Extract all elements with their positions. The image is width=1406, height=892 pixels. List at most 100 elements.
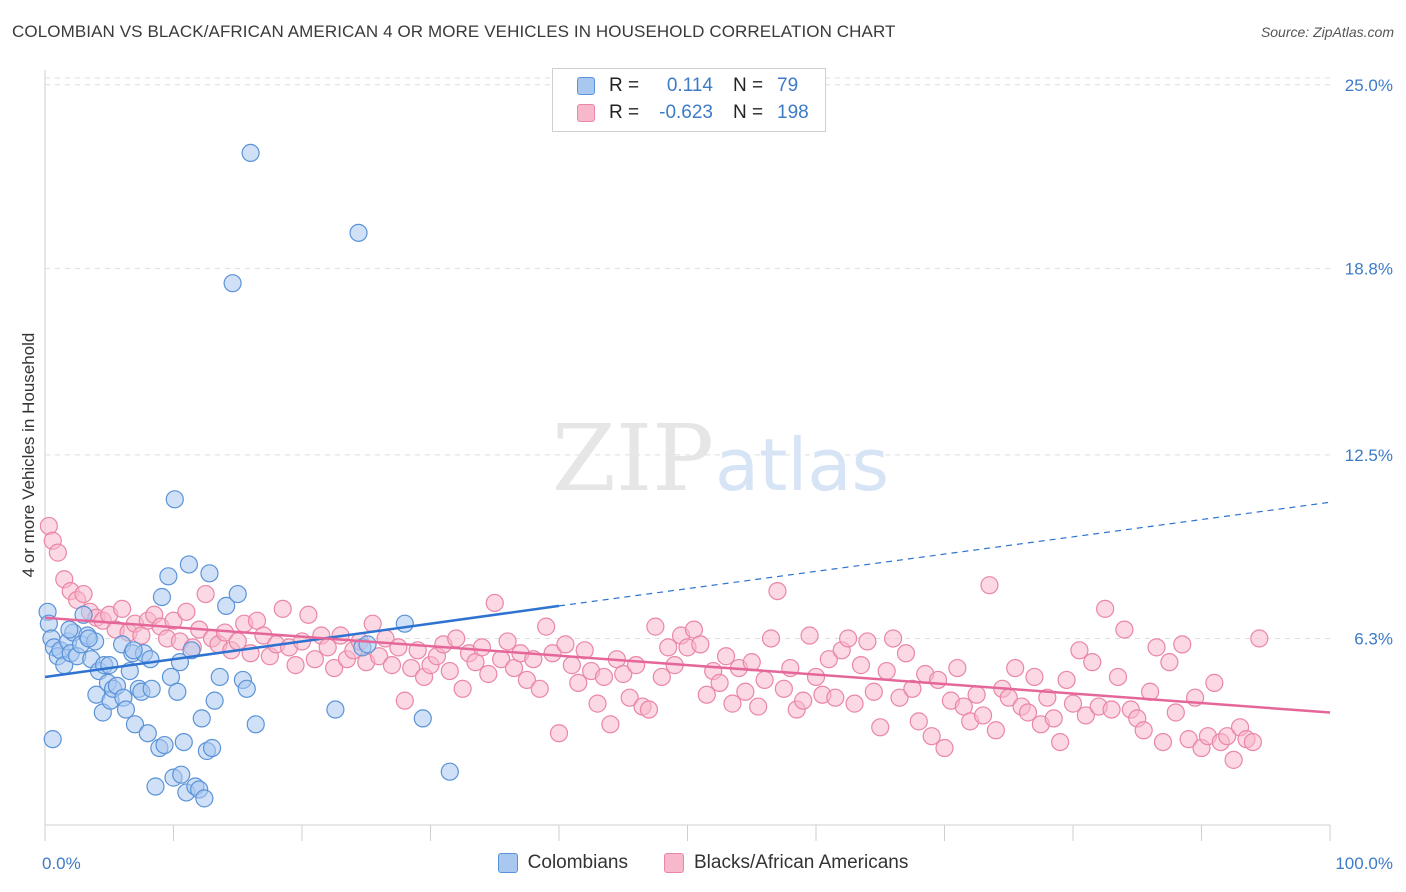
point-blacks — [768, 581, 787, 601]
point-colombians — [116, 700, 136, 719]
point-colombians — [223, 274, 242, 293]
watermark-zip: ZIP — [552, 405, 714, 512]
point-blacks — [1108, 667, 1128, 687]
y-tick-label: 25.0% — [1345, 76, 1393, 95]
point-colombians — [79, 629, 98, 648]
point-blacks — [1083, 653, 1102, 672]
point-blacks — [299, 605, 318, 624]
point-colombians — [170, 653, 190, 672]
point-blacks — [948, 658, 967, 678]
legend-label-colombians: Colombians — [527, 852, 628, 873]
point-colombians — [172, 765, 191, 784]
point-blacks — [562, 656, 581, 675]
point-colombians — [395, 614, 414, 633]
point-blacks — [909, 712, 928, 731]
point-colombians — [205, 691, 224, 710]
y-tick-label: 18.8% — [1345, 259, 1393, 278]
point-blacks — [973, 706, 993, 725]
point-blacks — [774, 679, 793, 698]
chart-title: COLOMBIAN VS BLACK/AFRICAN AMERICAN 4 OR… — [12, 22, 896, 41]
point-blacks — [74, 584, 93, 604]
point-blacks — [549, 724, 569, 743]
point-colombians — [200, 564, 219, 583]
point-blacks — [1250, 629, 1269, 648]
y-axis-label: 4 or more Vehicles in Household — [19, 333, 38, 578]
watermark: ZIP atlas — [552, 405, 889, 512]
point-blacks — [710, 673, 729, 692]
point-blacks — [819, 650, 838, 669]
x-tick-label: 0.0% — [42, 854, 81, 873]
point-blacks — [935, 738, 954, 758]
point-colombians — [195, 789, 214, 808]
point-blacks — [864, 682, 883, 701]
point-blacks — [1173, 635, 1192, 654]
point-blacks — [472, 638, 491, 657]
point-colombians — [43, 730, 62, 749]
point-blacks — [794, 691, 813, 710]
point-blacks — [479, 664, 498, 684]
point-blacks — [196, 584, 215, 604]
point-blacks — [1063, 694, 1083, 713]
x-tick-labels: 0.0% 100.0% — [42, 854, 1393, 873]
point-blacks — [1006, 658, 1025, 678]
point-blacks — [986, 721, 1006, 740]
series-legend: Colombians Blacks/African Americans — [0, 852, 1406, 874]
legend-n-value: 198 — [777, 102, 809, 123]
point-blacks — [1025, 667, 1044, 687]
point-blacks — [1218, 727, 1237, 746]
point-blacks — [395, 691, 414, 710]
trend-line-colombians-extrapolated — [558, 501, 1331, 607]
point-blacks — [877, 661, 896, 681]
point-blacks — [851, 656, 871, 675]
point-blacks — [1038, 688, 1057, 707]
legend-item-blacks[interactable]: Blacks/African Americans — [663, 852, 908, 874]
point-blacks — [1076, 706, 1095, 725]
legend-row-blacks: R = -0.623 N = 198 — [577, 102, 809, 124]
point-colombians — [142, 679, 161, 698]
legend-r-value: 0.114 — [666, 75, 713, 96]
point-blacks — [1147, 638, 1166, 657]
point-blacks — [826, 688, 845, 707]
point-blacks — [1134, 721, 1153, 740]
point-blacks — [639, 700, 659, 719]
point-blacks — [112, 599, 132, 618]
point-blacks — [517, 670, 536, 690]
point-colombians — [210, 667, 229, 687]
legend-swatch-blacks — [577, 104, 595, 122]
point-blacks — [755, 670, 774, 690]
point-blacks — [1224, 750, 1243, 769]
point-blacks — [594, 667, 614, 687]
point-blacks — [382, 656, 402, 675]
point-colombians — [440, 762, 459, 781]
point-colombians — [349, 223, 368, 242]
point-blacks — [922, 727, 941, 746]
point-colombians — [124, 641, 143, 660]
point-colombians — [192, 709, 211, 728]
legend-item-colombians[interactable]: Colombians — [497, 852, 628, 874]
point-blacks — [1018, 703, 1038, 722]
point-blacks — [1057, 670, 1076, 690]
point-blacks — [305, 650, 324, 669]
trend-line-colombians — [44, 604, 560, 679]
point-colombians — [138, 724, 157, 743]
point-colombians — [358, 635, 377, 654]
legend-swatch-colombians — [497, 853, 518, 873]
point-colombians — [182, 641, 201, 660]
point-blacks — [530, 679, 549, 698]
point-blacks — [871, 718, 890, 737]
series-colombians-points — [38, 143, 459, 808]
legend-swatch-blacks — [663, 853, 684, 873]
point-colombians — [60, 620, 79, 639]
point-blacks — [659, 638, 678, 657]
point-blacks — [1070, 641, 1089, 660]
stats-legend: R = 0.114 N = 79 R = -0.623 N = 198 — [552, 68, 826, 132]
legend-r-value: -0.623 — [659, 102, 713, 123]
point-blacks — [858, 632, 877, 651]
point-colombians — [165, 490, 184, 509]
legend-n-label: N = — [733, 75, 764, 96]
point-colombians — [141, 650, 160, 669]
point-blacks — [537, 617, 556, 636]
point-blacks — [749, 697, 768, 716]
point-blacks — [543, 644, 562, 663]
point-blacks — [839, 629, 858, 648]
